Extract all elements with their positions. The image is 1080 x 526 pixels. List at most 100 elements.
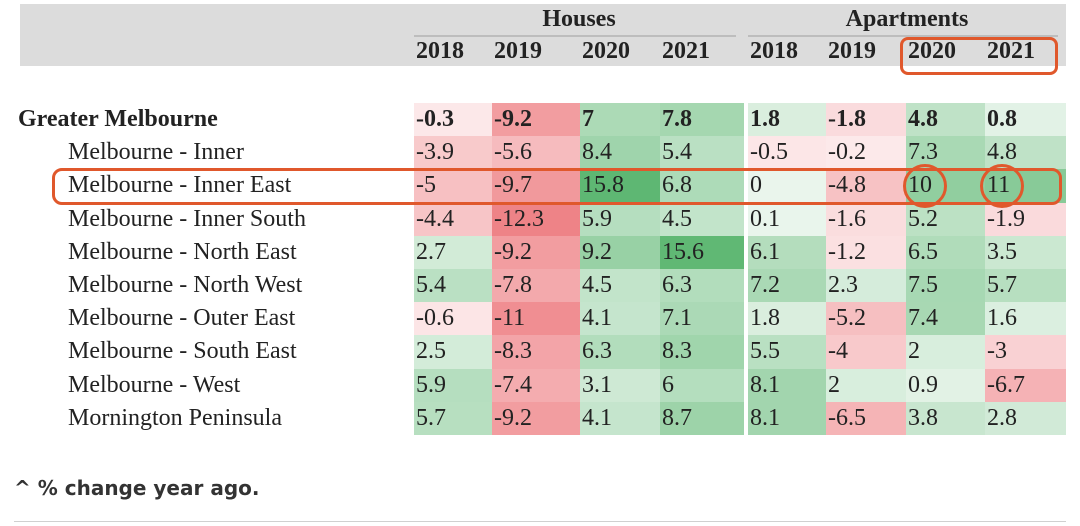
heat-cell: 15.8 xyxy=(580,169,660,204)
heat-cell: -0.6 xyxy=(414,302,492,336)
heat-cell: -11 xyxy=(492,302,580,336)
heat-cell: 9.2 xyxy=(580,235,660,270)
heat-cell: -6.5 xyxy=(826,401,906,436)
heat-cell: -1.6 xyxy=(826,202,906,237)
heat-cell: -6.7 xyxy=(985,368,1066,403)
heat-cell: 5.9 xyxy=(414,368,492,403)
heat-cell: 4.5 xyxy=(660,202,744,237)
heat-cell: 6.8 xyxy=(660,169,744,204)
heat-cell: 5.9 xyxy=(580,202,660,237)
heat-cell: 8.3 xyxy=(660,335,744,370)
heat-cell: -1.8 xyxy=(826,103,906,137)
heat-cell: 5.7 xyxy=(414,401,492,436)
heat-cell: 0.9 xyxy=(906,368,985,403)
group-header-1: Apartments xyxy=(845,6,969,32)
heat-cell: 6.1 xyxy=(748,235,826,270)
heat-cell: 1.6 xyxy=(985,302,1066,336)
heat-cell: 2 xyxy=(826,368,906,403)
footnote: ^ % change year ago. xyxy=(14,476,260,500)
heat-cell: 6 xyxy=(660,368,744,403)
heat-cell: 7.2 xyxy=(748,269,826,303)
heat-cell: -7.8 xyxy=(492,269,580,303)
heat-cell: 15.6 xyxy=(660,235,744,270)
heat-cell: 3.1 xyxy=(580,368,660,403)
row-label: Melbourne - Inner East xyxy=(68,172,292,199)
heat-cell: -7.4 xyxy=(492,368,580,403)
heat-cell: -5.2 xyxy=(826,302,906,336)
year-header: 2020 xyxy=(582,38,630,64)
heat-cell: 6.3 xyxy=(660,269,744,303)
group-rule-1 xyxy=(748,35,1058,37)
heat-cell: 6.5 xyxy=(906,235,985,270)
heat-cell: 4.1 xyxy=(580,302,660,336)
highlight-inner-east-2020 xyxy=(903,164,947,208)
row-label: Melbourne - West xyxy=(68,371,241,398)
heat-cell: -4 xyxy=(826,335,906,370)
heat-cell: 5.2 xyxy=(906,202,985,237)
heat-cell: -1.2 xyxy=(826,235,906,270)
heat-cell: -4.4 xyxy=(414,202,492,237)
row-label: Greater Melbourne xyxy=(18,106,218,132)
heat-cell: 2.7 xyxy=(414,235,492,270)
heat-cell: 7.5 xyxy=(906,269,985,303)
heat-cell: 7.4 xyxy=(906,302,985,336)
heat-cell: 7.8 xyxy=(660,103,744,137)
heat-cell: 2 xyxy=(906,335,985,370)
heat-cell: -9.7 xyxy=(492,169,580,204)
year-header: 2021 xyxy=(662,38,710,64)
row-label: Melbourne - Outer East xyxy=(68,305,296,332)
heat-cell: 5.5 xyxy=(748,335,826,370)
heat-cell: 6.3 xyxy=(580,335,660,370)
heat-cell: 5.7 xyxy=(985,269,1066,303)
row-label: Melbourne - Inner South xyxy=(68,205,306,232)
heat-cell: -0.3 xyxy=(414,103,492,137)
row-label: Mornington Peninsula xyxy=(68,404,282,431)
heat-cell: 3.8 xyxy=(906,401,985,436)
heat-cell: 2.3 xyxy=(826,269,906,303)
year-header: 2021 xyxy=(987,38,1035,64)
year-header: 2020 xyxy=(908,38,956,64)
heat-cell: -4.8 xyxy=(826,169,906,204)
highlight-apartments-2020-2021-header xyxy=(900,37,1058,75)
heat-cell: -9.2 xyxy=(492,401,580,436)
heat-cell: 2.8 xyxy=(985,401,1066,436)
heat-cell: 7.1 xyxy=(660,302,744,336)
heat-cell: 8.7 xyxy=(660,401,744,436)
row-label: Melbourne - Inner xyxy=(68,139,244,166)
group-rule-0 xyxy=(414,35,736,37)
highlight-inner-east-row xyxy=(52,168,1062,205)
heat-cell: -5 xyxy=(414,169,492,204)
heat-cell: 5.4 xyxy=(414,269,492,303)
year-header: 2019 xyxy=(828,38,876,64)
highlight-inner-east-2021 xyxy=(980,164,1024,208)
heat-cell: 0.1 xyxy=(748,202,826,237)
heat-cell: 4.1 xyxy=(580,401,660,436)
group-header-0: Houses xyxy=(542,6,616,32)
heat-cell: 8.1 xyxy=(748,401,826,436)
heat-cell: -5.6 xyxy=(492,136,580,170)
heat-cell: 4.8 xyxy=(906,103,985,137)
heat-cell: -8.3 xyxy=(492,335,580,370)
heat-cell: 3.5 xyxy=(985,235,1066,270)
heat-cell: 2.5 xyxy=(414,335,492,370)
heat-cell: 4.5 xyxy=(580,269,660,303)
heat-cell: -9.2 xyxy=(492,103,580,137)
heat-cell: -3 xyxy=(985,335,1066,370)
heat-cell: 0 xyxy=(748,169,826,204)
heat-cell: 7 xyxy=(580,103,660,137)
year-header: 2019 xyxy=(494,38,542,64)
row-label: Melbourne - North East xyxy=(68,238,297,265)
heat-cell: 5.4 xyxy=(660,136,744,170)
heat-cell: -0.5 xyxy=(748,136,826,170)
heat-cell: -0.2 xyxy=(826,136,906,170)
heat-cell: 8.1 xyxy=(748,368,826,403)
heat-cell: 1.8 xyxy=(748,302,826,336)
row-label: Melbourne - North West xyxy=(68,272,303,298)
heat-cell: -1.9 xyxy=(985,202,1066,237)
year-header: 2018 xyxy=(750,38,798,64)
bottom-divider xyxy=(14,521,1066,522)
heat-cell: 0.8 xyxy=(985,103,1066,137)
heat-cell: 1.8 xyxy=(748,103,826,137)
row-label: Melbourne - South East xyxy=(68,338,297,365)
year-header: 2018 xyxy=(416,38,464,64)
